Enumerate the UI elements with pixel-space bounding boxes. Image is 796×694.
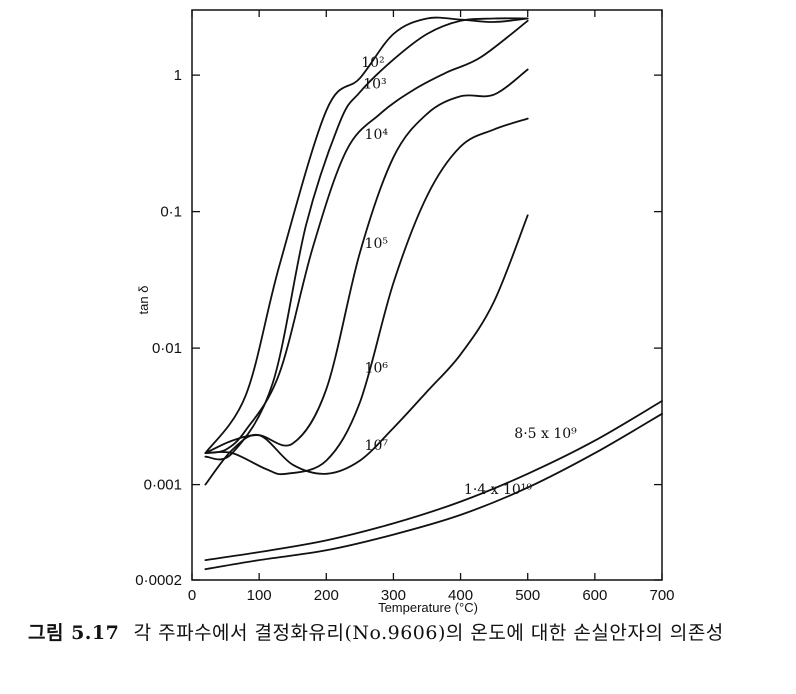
series-line (204, 400, 663, 561)
x-tick-label: 100 (247, 587, 272, 604)
series-labels: 10² 10³ 10⁴ 10⁵ 10⁶ 10⁷ 8·5 x 10⁹ 1·4 x 10¹⁰ (361, 55, 577, 498)
y-tick-label: 0·0002 (135, 572, 182, 589)
series-label: 10⁷ (365, 438, 389, 454)
series-line (204, 19, 529, 454)
series-label: 10⁴ (365, 127, 389, 143)
series-lines (204, 16, 663, 571)
series-line (204, 214, 529, 486)
series-line (204, 117, 529, 476)
series-line (204, 412, 663, 571)
x-tick-label: 400 (448, 587, 473, 604)
series-line (204, 16, 529, 454)
figure-caption: 그림 5.17 각 주파수에서 결정화유리(No.9606)의 온도에 대한 손… (28, 618, 788, 648)
series-label: 10³ (363, 76, 386, 92)
series-label: 10² (361, 55, 384, 71)
series-label: 1·4 x 10¹⁰ (464, 482, 532, 498)
axis-ticks: 0 100 200 300 400 500 600 700 1 0·1 0·01 0·001 0·000… (135, 10, 675, 604)
series-label: 10⁵ (365, 236, 389, 252)
series-label: 10⁶ (365, 361, 389, 377)
y-tick-label: 0·01 (152, 340, 182, 357)
y-tick-label: 0·001 (144, 477, 182, 494)
series-line (204, 17, 529, 461)
x-tick-label: 700 (649, 587, 674, 604)
chart: 0 100 200 300 400 500 600 700 1 0·1 0·01 0·001 0·000… (135, 9, 675, 615)
x-tick-label: 200 (314, 587, 339, 604)
x-tick-label: 500 (515, 587, 540, 604)
plot-frame (191, 9, 663, 581)
caption-label: 그림 5.17 (28, 622, 120, 644)
y-tick-label: 1 (174, 67, 182, 84)
series-label: 8·5 x 10⁹ (514, 426, 577, 442)
y-axis-title: tan δ (136, 286, 151, 315)
x-tick-label: 600 (582, 587, 607, 604)
x-tick-label: 0 (188, 587, 196, 604)
x-axis-title: Temperature (°C) (378, 600, 478, 615)
y-tick-label: 0·1 (160, 204, 182, 221)
x-tick-label: 300 (381, 587, 406, 604)
caption-text: 각 주파수에서 결정화유리(No.9606)의 온도에 대한 손실안자의 의존성 (133, 622, 724, 644)
